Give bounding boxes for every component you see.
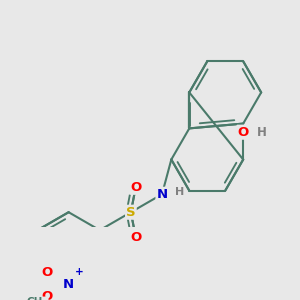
Text: O: O bbox=[130, 231, 141, 244]
Text: O: O bbox=[41, 266, 53, 279]
Text: H: H bbox=[176, 187, 185, 197]
Text: S: S bbox=[126, 206, 136, 219]
Text: O: O bbox=[238, 126, 249, 139]
Text: N: N bbox=[63, 278, 74, 291]
Text: −: − bbox=[27, 292, 37, 300]
Text: N: N bbox=[157, 188, 168, 201]
Text: CH₃: CH₃ bbox=[27, 297, 48, 300]
Text: H: H bbox=[256, 126, 266, 139]
Text: O: O bbox=[41, 290, 53, 300]
Text: +: + bbox=[75, 267, 83, 277]
Text: O: O bbox=[130, 181, 141, 194]
